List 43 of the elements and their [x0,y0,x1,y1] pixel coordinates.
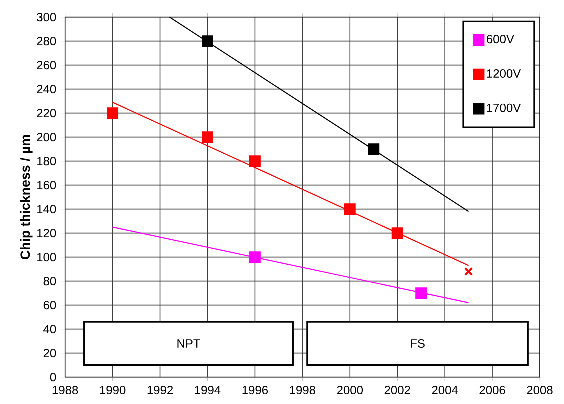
point [202,132,214,144]
point [416,288,428,300]
y-tick-label: 220 [37,109,56,118]
x-tick-label: 2006 [480,386,506,395]
x-tick-label: 2000 [337,386,364,395]
y-tick-label: 240 [37,85,56,94]
x-tick-label: 1994 [195,386,221,395]
point [202,36,214,48]
point [344,204,356,216]
y-axis-title: Chip thickness / µm [20,135,33,260]
legend-label: 1200V [487,69,522,78]
y-tick-label: 60 [44,301,56,310]
point [368,144,380,156]
x-tick-label: 1998 [290,386,316,395]
y-tick-label: 200 [37,133,56,142]
legend-label: 600V [487,35,514,44]
y-tick-label: 80 [44,277,56,286]
point [464,267,474,276]
x-tick-label: 1988 [52,386,78,395]
y-tick-label: 260 [37,61,56,70]
band-label: FS [411,339,425,348]
y-tick-label: 100 [38,253,56,262]
point [249,156,261,168]
x-tick-label: 2004 [432,386,458,395]
legend-label: 1700V [487,104,522,112]
y-tick-label: 160 [38,181,56,190]
point [107,108,119,120]
x-tick-label: 2008 [527,386,553,395]
x-tick-label: 1990 [100,386,126,395]
x-tick-label: 1996 [242,386,268,395]
x-tick-label: 1992 [148,386,173,395]
y-tick-label: 20 [44,349,56,358]
point [249,252,261,264]
y-tick-label: 0 [50,373,56,382]
y-tick-label: 280 [37,37,56,46]
band-label: NPT [178,340,200,348]
y-tick-label: 120 [38,229,56,238]
x-tick-label: 2002 [384,386,410,395]
y-tick-label: 180 [38,157,56,166]
y-tick-label: 40 [44,325,56,334]
y-tick-label: 140 [38,205,56,214]
point [392,228,404,240]
y-tick-label: 300 [37,13,56,22]
